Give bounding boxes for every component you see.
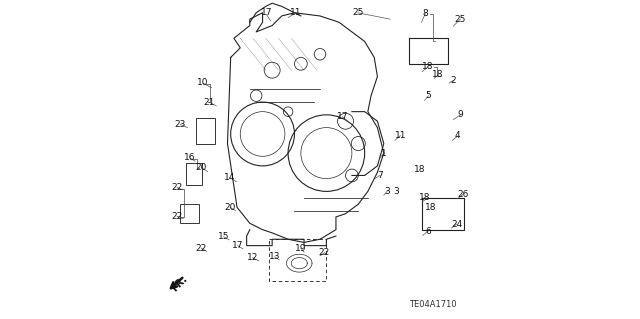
Text: 21: 21	[204, 98, 214, 107]
Text: 16: 16	[184, 153, 196, 162]
Bar	[180, 204, 199, 223]
Text: 22: 22	[172, 183, 182, 192]
Text: 20: 20	[225, 203, 236, 212]
Text: 13: 13	[269, 252, 280, 261]
Text: 19: 19	[295, 244, 307, 253]
Text: TE04A1710: TE04A1710	[410, 300, 457, 309]
Text: 20: 20	[196, 163, 207, 172]
Text: 11: 11	[395, 131, 406, 140]
Text: 22: 22	[172, 212, 182, 221]
Text: 25: 25	[352, 8, 364, 17]
Text: 5: 5	[426, 91, 431, 100]
Text: 17: 17	[337, 112, 348, 121]
Text: 17: 17	[232, 241, 243, 250]
Text: 14: 14	[225, 173, 236, 182]
Text: 15: 15	[218, 232, 229, 241]
Text: 18: 18	[425, 204, 436, 212]
Text: 2: 2	[451, 76, 456, 85]
Text: 24: 24	[451, 220, 462, 229]
Text: 12: 12	[247, 253, 259, 262]
Text: 7: 7	[377, 171, 383, 180]
Text: 10: 10	[197, 78, 209, 87]
Text: 26: 26	[457, 190, 468, 199]
Text: 4: 4	[455, 131, 461, 140]
Text: 18: 18	[419, 193, 430, 202]
Text: 18: 18	[432, 70, 444, 79]
Text: 3: 3	[393, 187, 399, 196]
Text: FR.: FR.	[169, 273, 189, 293]
Text: 9: 9	[458, 110, 463, 119]
Text: 18: 18	[422, 63, 433, 71]
Text: 3: 3	[384, 187, 390, 196]
Text: 11: 11	[291, 8, 302, 17]
Text: 1: 1	[381, 149, 387, 158]
Text: 17: 17	[260, 8, 272, 17]
Text: 8: 8	[422, 9, 428, 18]
Text: 22: 22	[196, 244, 207, 253]
Text: 23: 23	[175, 120, 186, 129]
Text: 25: 25	[454, 15, 466, 24]
Text: 18: 18	[414, 165, 425, 174]
Text: 22: 22	[319, 248, 330, 257]
Bar	[196, 118, 215, 144]
Bar	[186, 163, 202, 185]
Text: 6: 6	[425, 227, 431, 236]
